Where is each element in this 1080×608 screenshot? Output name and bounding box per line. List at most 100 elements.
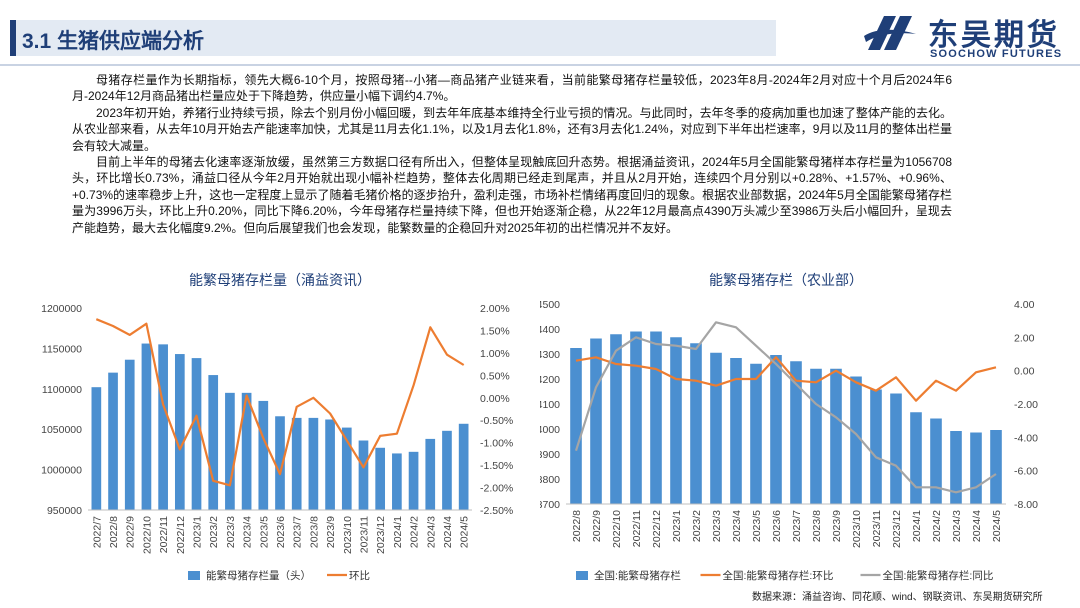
chart-bar bbox=[690, 343, 702, 504]
x-tick-label: 2023/10 bbox=[342, 516, 354, 554]
chart-bar bbox=[830, 368, 842, 504]
company-logo: 东吴期货 SOOCHOW FUTURES bbox=[862, 8, 1072, 62]
y-left-tick-label: 1100000 bbox=[42, 384, 82, 396]
chart-sow-inventory-moa: 能繁母猪存栏（农业部） 3700 3800 3900 4000 4100 4200 4300 4… bbox=[540, 272, 1038, 582]
logo-english-name: SOOCHOW FUTURES bbox=[930, 48, 1063, 60]
x-tick-label: 2022/11 bbox=[631, 510, 643, 547]
paragraph: 母猪存栏量作为长期指标，领先大概6-10个月，按照母猪--小猪—商品猪产业链来看… bbox=[72, 73, 952, 104]
paragraph: 目前上半年的母猪去化速率逐渐放缓，虽然第三方数据口径有所出入，但整体呈现触底回升… bbox=[72, 155, 952, 235]
x-tick-label: 2023/6 bbox=[771, 510, 783, 542]
y-right-tick-label: 2.00 bbox=[1014, 332, 1035, 344]
chart-bar bbox=[158, 344, 168, 510]
series-line bbox=[574, 321, 997, 494]
chart-bar bbox=[890, 393, 902, 504]
x-tick-label: 2023/8 bbox=[811, 510, 823, 542]
y-right-tick-label: -2.00% bbox=[480, 483, 513, 495]
x-tick-label: 2023/5 bbox=[751, 510, 763, 542]
y-left-tick-label: 4100 bbox=[540, 399, 560, 411]
chart-bar bbox=[970, 432, 982, 504]
chart-bar bbox=[191, 358, 202, 510]
x-tick-label: 2022/10 bbox=[611, 510, 623, 548]
y-left-tick-label: 1000000 bbox=[41, 465, 82, 477]
chart-bar bbox=[870, 389, 882, 504]
legend-label: 全国:能繁母猪存栏:环比 bbox=[723, 569, 834, 582]
x-tick-label: 2023/2 bbox=[208, 516, 220, 548]
chart-bar bbox=[174, 354, 185, 510]
x-tick-label: 2023/4 bbox=[731, 510, 743, 542]
chart-title: 能繁母猪存栏（农业部） bbox=[709, 272, 863, 288]
chart-bar bbox=[910, 412, 922, 504]
y-left-tick-label: 950000 bbox=[47, 505, 82, 517]
y-left-tick-label: 1050000 bbox=[41, 424, 82, 436]
y-left-tick-label: 3900 bbox=[540, 449, 560, 461]
chart-bar bbox=[630, 331, 642, 504]
y-right-tick-label: 0.50% bbox=[480, 370, 510, 382]
chart-bar bbox=[750, 363, 762, 504]
chart-bar bbox=[425, 438, 436, 510]
x-tick-label: 2023/7 bbox=[791, 510, 803, 542]
chart-bar bbox=[258, 400, 269, 510]
x-tick-label: 2023/4 bbox=[242, 516, 254, 548]
x-tick-label: 2022/9 bbox=[591, 510, 603, 542]
x-tick-label: 2023/1 bbox=[192, 516, 204, 548]
chart-bar bbox=[325, 419, 335, 510]
chart-bar bbox=[670, 337, 682, 504]
x-tick-label: 2023/8 bbox=[308, 516, 320, 548]
x-tick-label: 2022/10 bbox=[141, 516, 153, 554]
y-left-tick-label: 1150000 bbox=[42, 343, 82, 355]
chart-bar bbox=[141, 343, 152, 510]
x-tick-label: 2024/4 bbox=[442, 516, 454, 548]
legend-label: 能繁母猪存栏量（头） bbox=[206, 569, 311, 582]
x-tick-label: 2022/11 bbox=[158, 516, 170, 553]
y-right-tick-label: 0.00 bbox=[1014, 366, 1035, 378]
chart-bar bbox=[291, 417, 302, 510]
y-right-tick-label: -2.50% bbox=[480, 505, 513, 517]
chart-bar bbox=[590, 338, 602, 504]
chart-bar bbox=[770, 355, 782, 504]
x-tick-label: 2023/11 bbox=[358, 516, 370, 553]
chart-bar bbox=[650, 331, 662, 504]
chart-bar bbox=[930, 418, 942, 504]
chart-bar bbox=[241, 392, 252, 510]
chart-bar bbox=[408, 451, 419, 510]
chart-bar bbox=[208, 375, 219, 510]
y-right-tick-label: 2.00% bbox=[480, 303, 510, 315]
page-title: 3.1 生猪供应端分析 bbox=[22, 30, 205, 53]
chart-bar bbox=[308, 417, 319, 510]
y-right-tick-label: 4.00 bbox=[1014, 299, 1035, 311]
chart-sow-inventory-yongyi: 能繁母猪存栏量（涌益资讯） 950000 1000000 1050000 1100000… bbox=[41, 272, 513, 582]
y-right-tick-label: -1.50% bbox=[480, 460, 513, 472]
y-left-tick-label: 4300 bbox=[540, 349, 560, 361]
x-tick-label: 2022/12 bbox=[651, 510, 663, 548]
y-right-tick-label: 1.50% bbox=[480, 325, 510, 337]
chart-bar bbox=[950, 431, 962, 504]
y-right-tick-label: -8.00 bbox=[1014, 499, 1038, 511]
x-tick-label: 2022/12 bbox=[175, 516, 187, 554]
y-left-tick-label: 1200000 bbox=[41, 303, 82, 315]
x-tick-label: 2023/10 bbox=[851, 510, 863, 548]
y-left-tick-label: 4500 bbox=[540, 299, 560, 311]
x-tick-label: 2023/11 bbox=[871, 510, 883, 547]
chart-bar bbox=[124, 359, 135, 510]
x-tick-label: 2024/5 bbox=[459, 516, 471, 548]
data-source: 数据来源：涌益咨询、同花顺、wind、钢联资讯、东吴期货研究所 bbox=[752, 592, 1043, 603]
x-tick-label: 2023/12 bbox=[375, 516, 387, 554]
legend-label: 全国:能繁母猪存栏:同比 bbox=[883, 569, 994, 582]
y-right-tick-label: -2.00 bbox=[1014, 399, 1038, 411]
chart-bar bbox=[108, 372, 118, 510]
x-tick-label: 2023/3 bbox=[711, 510, 723, 542]
y-right-tick-label: -0.50% bbox=[480, 415, 513, 427]
x-tick-label: 2024/3 bbox=[425, 516, 437, 548]
x-tick-label: 2023/9 bbox=[831, 510, 843, 542]
title-bar bbox=[10, 20, 776, 56]
x-tick-label: 2023/1 bbox=[671, 510, 683, 542]
x-tick-label: 2024/5 bbox=[991, 510, 1003, 542]
chart-bar bbox=[442, 430, 452, 510]
y-right-tick-label: -1.00% bbox=[480, 438, 513, 450]
legend-label: 环比 bbox=[349, 569, 370, 582]
y-left-tick-label: 4200 bbox=[540, 374, 560, 386]
chart-bar bbox=[610, 334, 622, 504]
y-right-tick-label: 1.00% bbox=[480, 348, 510, 360]
x-tick-label: 2023/3 bbox=[225, 516, 237, 548]
x-tick-label: 2024/1 bbox=[911, 510, 923, 542]
